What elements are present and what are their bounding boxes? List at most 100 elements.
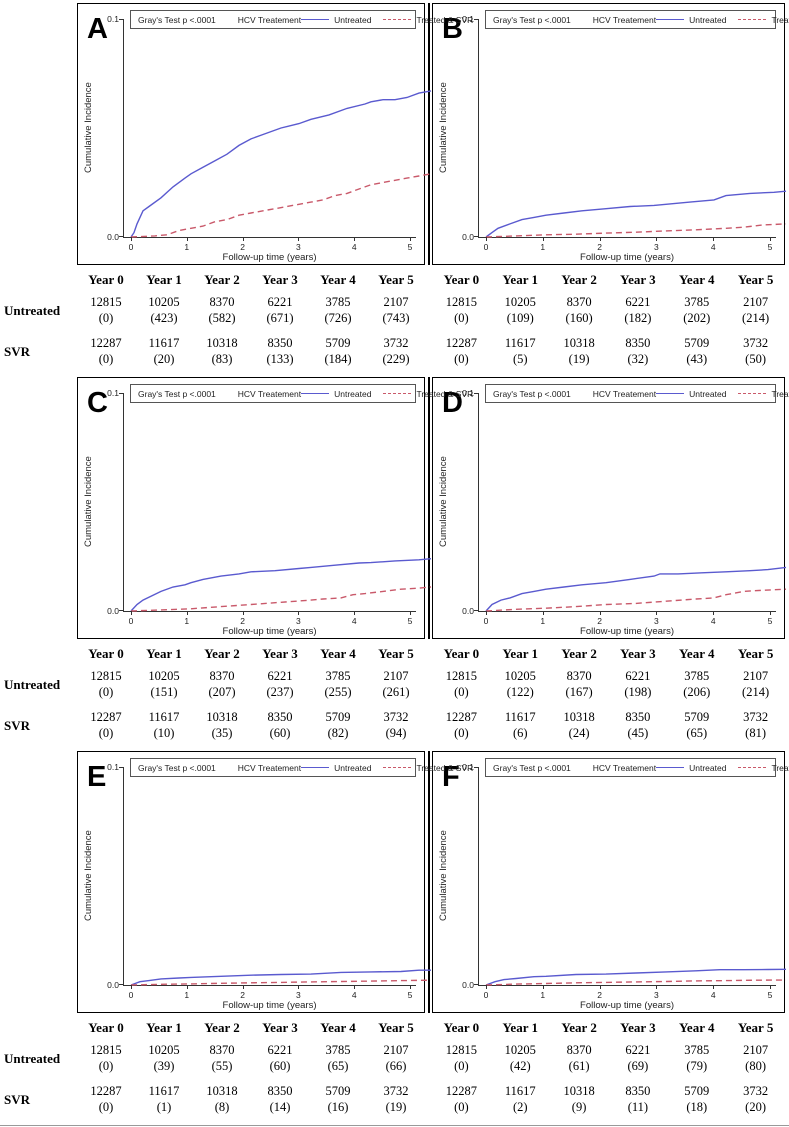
cumulative-events: (66): [385, 1058, 407, 1073]
svr-legend-label: Treated & SVR: [771, 762, 789, 773]
n-at-risk: 10318: [563, 1083, 595, 1098]
cumulative-events: (184): [324, 351, 352, 366]
cumulative-events: (214): [742, 310, 770, 325]
x-tick-mark: [242, 611, 244, 615]
n-at-risk: 5709: [684, 335, 710, 350]
cumulative-events: (0): [454, 310, 469, 325]
risk-table-column-header: Year 5: [378, 646, 414, 661]
risk-table-cell: 3732 (50): [726, 336, 785, 367]
table-gap: [425, 270, 432, 374]
cumulative-events: (0): [454, 1058, 469, 1073]
n-at-risk: 3785: [325, 1042, 351, 1057]
n-at-risk: 6221: [267, 294, 293, 309]
risk-table-cell: 8370 (160): [550, 295, 609, 326]
n-at-risk: 3732: [383, 709, 409, 724]
risk-table-row-label: SVR: [4, 717, 31, 733]
svr-line-swatch-icon: [738, 19, 767, 20]
n-at-risk: 12815: [90, 1042, 122, 1057]
risk-table-cell: 8370 (55): [193, 1043, 251, 1074]
x-tick-mark: [542, 237, 544, 241]
y-tick-label-bottom: 0.0: [107, 606, 119, 616]
x-tick-mark: [486, 611, 487, 615]
risk-table-cell: 2107 (214): [726, 295, 785, 326]
cumulative-events: (61): [568, 1058, 590, 1073]
risk-table-cell: 12815 (0): [432, 1043, 491, 1074]
cumulative-events: (39): [153, 1058, 175, 1073]
risk-table-cell: 12815 (0): [432, 295, 491, 326]
cumulative-events: (0): [454, 725, 469, 740]
cumulative-events: (5): [512, 351, 528, 366]
risk-table-cell: 3732 (19): [367, 1084, 425, 1115]
column-divider: [425, 3, 432, 265]
x-tick-mark: [713, 611, 715, 615]
y-tick-mark-top: [474, 19, 478, 20]
risk-table-cell: 8350 (11): [608, 1084, 667, 1115]
table-gap: [425, 644, 432, 748]
cumulative-events: (198): [624, 684, 652, 699]
cumulative-events: (167): [565, 684, 593, 699]
risk-table-cell: 3732 (94): [367, 710, 425, 741]
risk-table-column-header: Year 5: [737, 1020, 774, 1035]
cumulative-events: (743): [382, 310, 410, 325]
risk-table-cell: 8370 (582): [193, 295, 251, 326]
risk-table-row-label: SVR: [4, 1091, 31, 1107]
x-tick-label: 2: [597, 990, 602, 1000]
y-tick-label-bottom: 0.0: [107, 980, 119, 990]
risk-table-cell: 10205 (109): [491, 295, 550, 326]
x-axis-ticks: [486, 237, 771, 241]
untreated-line-swatch-icon: [656, 393, 685, 394]
svr-line-swatch-icon: [383, 19, 412, 20]
svr-legend-label: Treated & SVR: [771, 388, 789, 399]
risk-table-column-header: Year 2: [204, 1020, 240, 1035]
cumulative-events: (8): [214, 1099, 230, 1114]
n-at-risk: 12815: [90, 294, 122, 309]
risk-table-cell: 12815 (0): [77, 1043, 135, 1074]
risk-table-cell: 3785 (79): [667, 1043, 726, 1074]
untreated-curve: [130, 558, 432, 612]
x-tick-label: 2: [240, 990, 245, 1000]
risk-table-column-header: Year 0: [88, 272, 124, 287]
risk-table-column-header: Year 2: [561, 272, 597, 287]
x-tick-label: 0: [128, 616, 134, 626]
y-tick-mark-top: [474, 767, 478, 768]
n-at-risk: 3732: [743, 709, 769, 724]
risk-tables-row: Untreated SVR Year 0 Year 1 Year 2 Year 3 Year…: [0, 642, 789, 748]
risk-table-cell: 10205 (42): [491, 1043, 550, 1074]
x-axis-tick-labels: 0 1 2 3 4 5: [128, 616, 413, 626]
n-at-risk: 10318: [206, 335, 238, 350]
legend-item-svr: Treated & SVR: [738, 763, 789, 773]
risk-table-cell: 10318 (35): [193, 710, 251, 741]
risk-tables-row: Untreated SVR Year 0 Year 1 Year 2 Year 3 Year…: [0, 1016, 789, 1122]
n-at-risk: 11617: [504, 709, 536, 724]
x-tick-label: 1: [184, 990, 190, 1000]
cumulative-events: (9): [571, 1099, 587, 1114]
n-at-risk: 3785: [684, 1042, 710, 1057]
n-at-risk: 5709: [325, 1083, 351, 1098]
plot-legend: Gray's Test p <.0001 HCV Treatement Untr…: [130, 758, 473, 777]
cumulative-events: (582): [208, 310, 236, 325]
cumulative-events: (133): [266, 351, 294, 366]
risk-table-column-header: Year 1: [502, 272, 538, 287]
n-at-risk: 8350: [267, 1083, 293, 1098]
plot-legend: Gray's Test p <.0001 HCV Treatement Untr…: [485, 384, 789, 403]
cumulative-events: (237): [266, 684, 294, 699]
legend-group-title: HCV Treatement: [592, 762, 657, 773]
gray-test-pvalue: Gray's Test p <.0001: [138, 762, 216, 773]
cumulative-events: (0): [454, 1099, 469, 1114]
risk-table-row-labels: Untreated SVR: [0, 644, 77, 748]
cumulative-events: (229): [382, 351, 410, 366]
cumulative-events: (55): [211, 1058, 233, 1073]
n-at-risk: 8370: [566, 294, 592, 309]
n-at-risk: 8350: [267, 335, 293, 350]
x-tick-label: 4: [710, 990, 716, 1000]
cumulative-events: (19): [568, 351, 590, 366]
risk-table-cell: 5709 (184): [309, 336, 367, 367]
y-axis-title: Cumulative Incidence: [83, 393, 96, 611]
risk-table-column-header: Year 5: [737, 646, 774, 661]
untreated-legend-label: Untreated: [334, 14, 372, 25]
figure-bottom-rule: [0, 1124, 789, 1126]
cumulative-events: (60): [269, 725, 291, 740]
risk-table-cell: 2107 (80): [726, 1043, 785, 1074]
svr-legend-label: Treated & SVR: [416, 14, 474, 25]
n-at-risk: 12287: [90, 335, 122, 350]
